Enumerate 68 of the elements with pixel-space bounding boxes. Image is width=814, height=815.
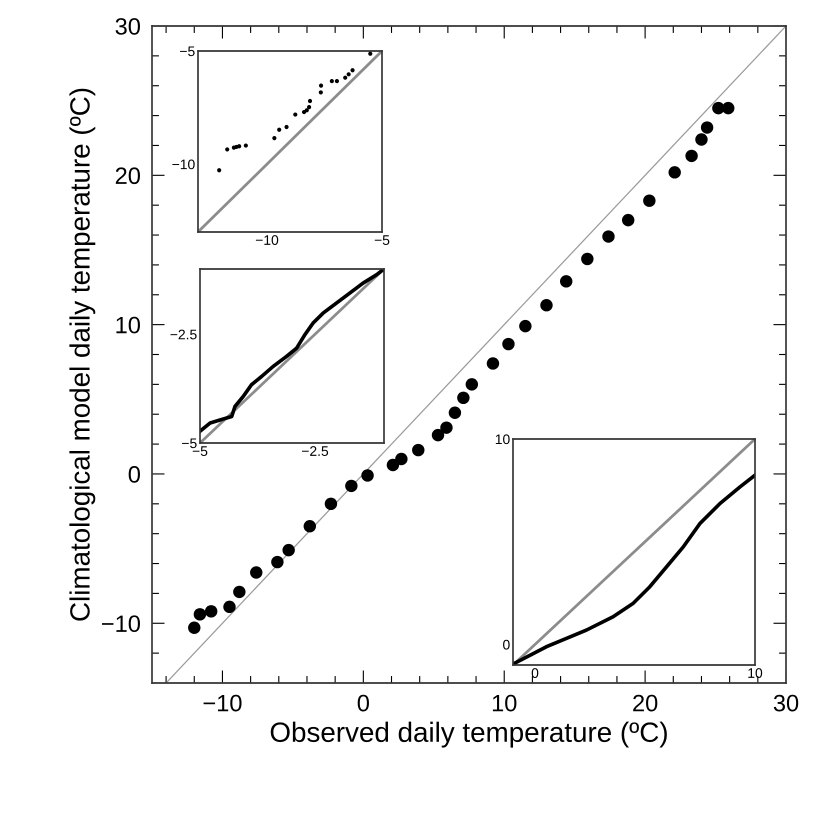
point	[486, 357, 500, 370]
point	[361, 469, 374, 482]
point	[237, 144, 242, 148]
point	[194, 608, 206, 621]
point	[307, 105, 312, 110]
point	[368, 52, 372, 56]
point	[223, 600, 236, 614]
point	[350, 68, 355, 72]
point	[622, 214, 634, 226]
point	[204, 605, 218, 618]
y-tick-label: 30	[116, 18, 140, 35]
y-tick-label: −2.5	[170, 330, 197, 340]
point	[334, 79, 340, 84]
point	[560, 275, 572, 288]
y-tick-label: −10	[172, 159, 195, 170]
point	[233, 586, 246, 598]
point	[412, 444, 424, 456]
point	[602, 230, 615, 243]
point	[386, 458, 400, 472]
point	[448, 406, 462, 419]
point	[466, 378, 478, 391]
y-axis-title: Climatological model daily temperature (ºC)	[69, 88, 96, 621]
point	[457, 392, 470, 404]
point	[395, 452, 408, 466]
point	[188, 622, 200, 634]
point	[293, 112, 298, 117]
x-tick-label: 30	[774, 694, 798, 712]
point	[271, 556, 284, 568]
point	[346, 72, 351, 76]
point	[700, 121, 714, 134]
point	[722, 102, 734, 114]
point	[345, 480, 358, 492]
point	[250, 566, 262, 579]
y-tick-label: −5	[180, 46, 195, 56]
x-axis-title: Observed daily temperature (ºC)	[270, 722, 667, 748]
point	[282, 544, 295, 556]
point	[668, 166, 681, 179]
point	[277, 128, 282, 132]
point	[308, 98, 312, 104]
point	[540, 299, 553, 312]
point	[225, 147, 230, 152]
y-tick-label: −10	[102, 615, 140, 632]
point	[440, 421, 453, 434]
point	[244, 143, 248, 148]
y-tick-label: 0	[128, 466, 140, 483]
point	[217, 168, 222, 172]
point	[284, 124, 289, 130]
point	[519, 320, 532, 332]
point	[324, 498, 338, 510]
x-tick-label: 20	[633, 694, 658, 712]
point	[304, 520, 316, 532]
y-tick-label: −5	[182, 438, 197, 448]
point	[318, 84, 324, 88]
x-tick-label: −10	[204, 694, 242, 712]
point	[272, 136, 276, 140]
point	[318, 90, 323, 94]
point	[304, 108, 309, 112]
y-tick-label: 10	[116, 316, 140, 334]
point	[581, 252, 594, 266]
point	[643, 194, 656, 207]
point	[695, 133, 708, 146]
y-tick-label: 20	[116, 167, 140, 184]
point	[432, 428, 444, 442]
point	[343, 76, 348, 80]
x-tick-label: 0	[358, 694, 369, 712]
point	[502, 338, 515, 350]
point	[330, 79, 334, 84]
point	[685, 150, 698, 162]
